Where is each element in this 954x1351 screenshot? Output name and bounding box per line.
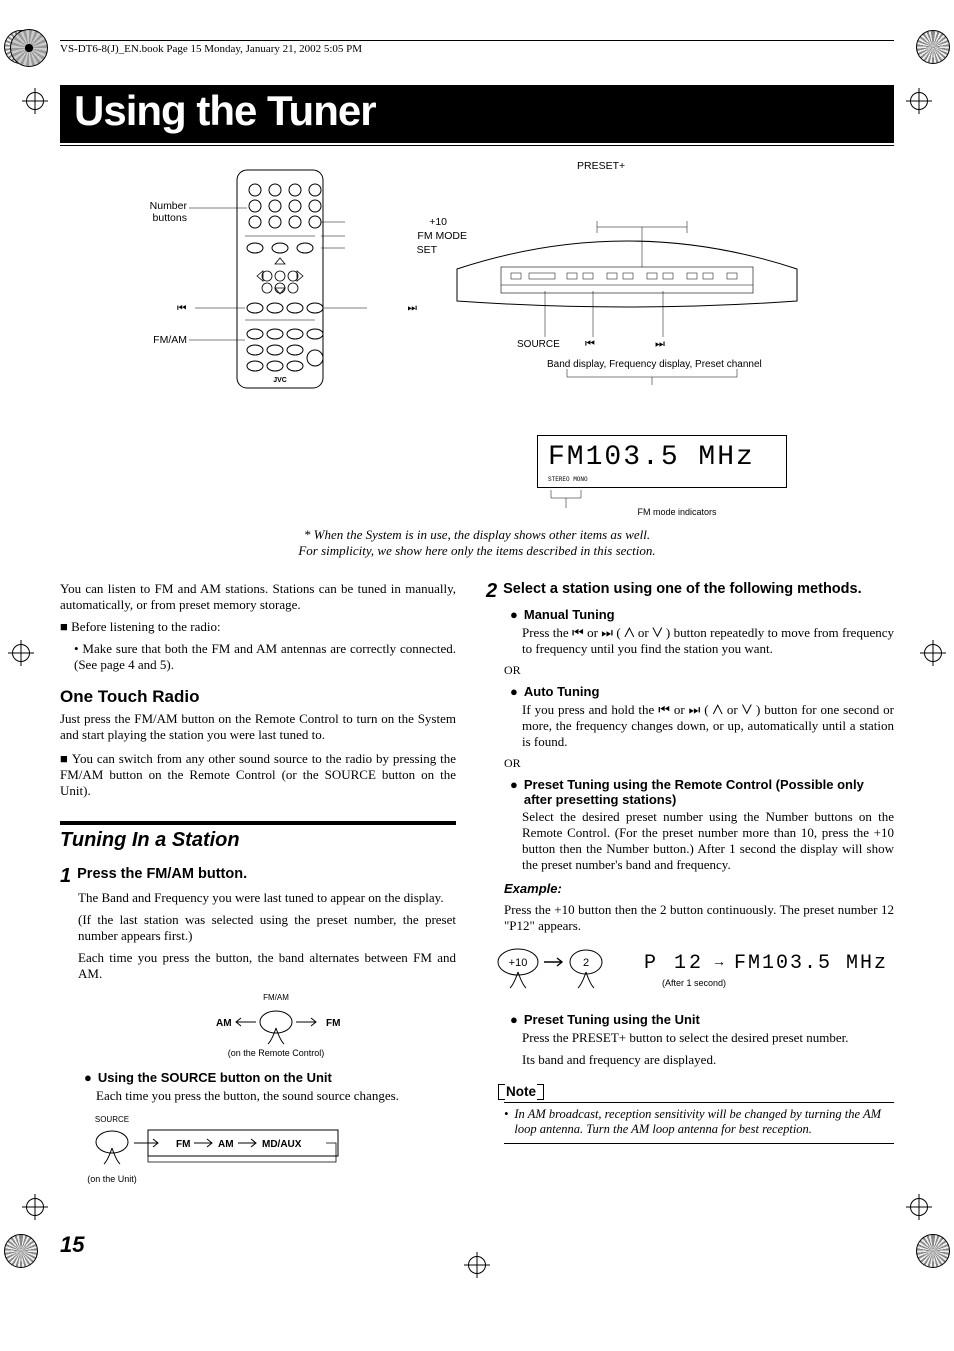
lbl-number-buttons: Numberbuttons <box>127 200 187 224</box>
svg-text:FM: FM <box>326 1018 340 1029</box>
svg-text:(on the Remote Control): (on the Remote Control) <box>228 1048 325 1058</box>
svg-text:(After 1 second): (After 1 second) <box>662 978 726 988</box>
svg-text:FM/AM: FM/AM <box>263 993 289 1002</box>
svg-text:⏭: ⏭ <box>655 338 665 350</box>
or2: OR <box>504 756 894 771</box>
before-sub: Make sure that both the FM and AM antenn… <box>74 641 456 673</box>
svg-text:⏮: ⏮ <box>585 338 595 350</box>
step1-head: Press the FM/AM button. <box>77 866 247 886</box>
intro-text: You can listen to FM and AM stations. St… <box>60 581 456 613</box>
step1-num: 1 <box>60 866 71 886</box>
before-heading: Before listening to the radio: <box>60 619 456 635</box>
step1-b1: The Band and Frequency you were last tun… <box>78 890 456 906</box>
step1-b2: (If the last station was selected using … <box>78 912 456 944</box>
preset-rc-h: Preset Tuning using the Remote Control (… <box>524 777 894 807</box>
display-box: FM103.5 MHz STEREO MONO <box>537 435 787 488</box>
lbl-preset: PRESET+ <box>577 160 625 172</box>
example-label: Example: <box>504 881 894 896</box>
using-source-b: Each time you press the button, the soun… <box>96 1088 456 1104</box>
diagrams: Numberbuttons +10 FM MODE SET ⏮ ⏭ FM/AM <box>60 164 894 517</box>
book-header: VS-DT6-8(J)_EN.book Page 15 Monday, Janu… <box>60 40 894 55</box>
using-source-h: Using the SOURCE button on the Unit <box>98 1070 332 1086</box>
preset-unit-b1: Press the PRESET+ button to select the d… <box>522 1030 894 1046</box>
example-body: Press the +10 button then the 2 button c… <box>504 902 894 934</box>
page-title: Using the Tuner <box>60 85 894 143</box>
step1-b3: Each time you press the button, the band… <box>78 950 456 982</box>
note-body: •In AM broadcast, reception sensitivity … <box>504 1107 894 1137</box>
fmam-toggle-diagram: FM/AM AM FM (on the Remote Control) <box>166 990 386 1060</box>
source-cycle-diagram: SOURCE FM AM MD/AUX (on the Unit) <box>78 1112 378 1192</box>
stereo-mono: STEREO MONO <box>548 476 588 483</box>
auto-h: Auto Tuning <box>524 684 600 700</box>
tuning-heading: Tuning In a Station <box>60 821 456 852</box>
svg-text:AM: AM <box>218 1139 234 1150</box>
auto-b: If you press and hold the ⏮ or ⏭ ( ⋀ or … <box>522 702 894 750</box>
manual-h: Manual Tuning <box>524 607 615 623</box>
preset-unit-b2: Its band and frequency are displayed. <box>522 1052 894 1068</box>
svg-text:SOURCE: SOURCE <box>95 1115 129 1124</box>
svg-text:FM: FM <box>176 1139 190 1150</box>
svg-text:2: 2 <box>583 957 589 969</box>
svg-text:Band display, Frequency displa: Band display, Frequency display, Preset … <box>547 359 762 370</box>
one-touch-bullet: You can switch from any other sound sour… <box>60 751 456 799</box>
one-touch-heading: One Touch Radio <box>60 687 456 707</box>
preset-rc-b: Select the desired preset number using t… <box>522 809 894 873</box>
center-note: * When the System is in use, the display… <box>60 527 894 559</box>
one-touch-body: Just press the FM/AM button on the Remot… <box>60 711 456 743</box>
example-diagram: +10 2 P 12 → FM103.5 MHz (After 1 second… <box>494 942 894 1002</box>
display-text: FM103.5 MHz <box>548 442 755 473</box>
preset-unit-h: Preset Tuning using the Unit <box>524 1012 700 1028</box>
manual-b: Press the ⏮ or ⏭ ( ⋀ or ⋁ ) button repea… <box>522 625 894 657</box>
svg-text:→: → <box>712 955 726 970</box>
unit-diagram: SOURCE ⏮ ⏭ Band display, Frequency displ… <box>437 164 817 424</box>
or1: OR <box>504 663 894 678</box>
lbl-next: ⏭ <box>408 302 417 315</box>
step2-num: 2 <box>486 581 497 601</box>
lbl-fmam: FM/AM <box>137 334 187 346</box>
svg-text:FM103.5 MHz: FM103.5 MHz <box>734 952 888 975</box>
lbl-prev: ⏮ <box>177 302 186 315</box>
svg-text:SOURCE: SOURCE <box>517 339 560 350</box>
svg-text:P 12: P 12 <box>644 952 704 975</box>
svg-text:AM: AM <box>216 1018 232 1029</box>
svg-text:JVC: JVC <box>273 377 287 384</box>
svg-text:(on the Unit): (on the Unit) <box>87 1174 137 1184</box>
svg-text:MD/AUX: MD/AUX <box>262 1139 302 1150</box>
lbl-set: SET <box>417 244 437 256</box>
step2-head: Select a station using one of the follow… <box>503 581 862 601</box>
note-heading: Note <box>504 1084 538 1099</box>
svg-text:+10: +10 <box>509 957 528 969</box>
